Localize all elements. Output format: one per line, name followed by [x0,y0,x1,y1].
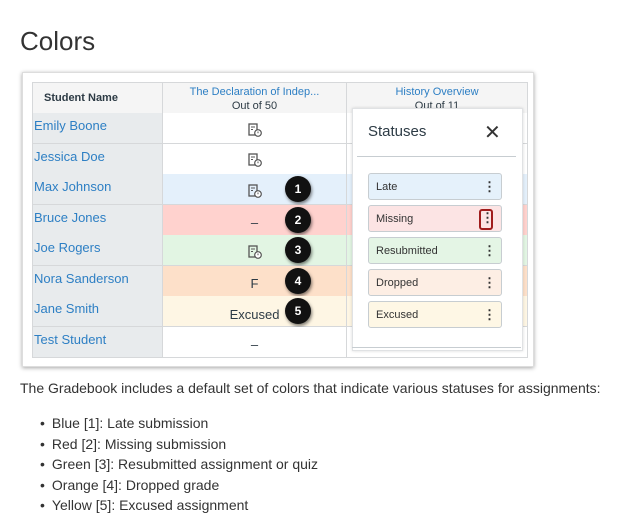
grade-cell-none[interactable] [162,113,347,144]
status-item-excused: Excused ⋮ [368,301,502,328]
grade-cell-dropped[interactable]: F [162,265,347,297]
submission-clock-icon [247,153,262,170]
student-name-header[interactable]: Student Name [32,82,163,114]
status-item-late: Late ⋮ [368,173,502,200]
status-label: Resubmitted [376,244,438,257]
page-title: Colors [20,26,96,56]
grade-cell-excused[interactable]: Excused [162,296,347,327]
grade-value: Excused [229,306,280,322]
assignment-title[interactable]: The Declaration of Indep... [189,86,320,98]
grade-cell-missing[interactable]: – [162,204,347,236]
student-name-link[interactable]: Jessica Doe [32,143,163,175]
status-label: Missing [376,212,414,225]
kebab-menu-icon[interactable]: ⋮ [483,307,496,322]
assignment-column-header[interactable]: The Declaration of Indep... Out of 50 [162,82,347,114]
description-text: The Gradebook includes a default set of … [20,380,601,396]
kebab-menu-icon[interactable]: ⋮ [483,179,496,194]
bullet-item: Red [2]: Missing submission [40,436,226,452]
callout-badge: 5 [285,298,311,324]
close-icon[interactable]: ✕ [484,122,501,144]
panel-divider [357,156,516,157]
bullet-item: Green [3]: Resubmitted assignment or qui… [40,456,318,472]
student-name-link[interactable]: Nora Sanderson [32,265,163,297]
submission-clock-icon [247,244,262,262]
kebab-menu-icon[interactable]: ⋮ [483,275,496,290]
statuses-title: Statuses [368,123,427,140]
assignment-title[interactable]: History Overview [395,86,479,98]
callout-badge: 1 [285,176,311,202]
student-name-link[interactable]: Emily Boone [32,113,163,144]
submission-clock-icon [247,183,262,201]
panel-bottom-divider [352,347,521,348]
grade-value: – [250,337,259,352]
submission-clock-icon [247,122,262,140]
grade-cell-none[interactable] [162,143,347,175]
status-item-resubmitted: Resubmitted ⋮ [368,237,502,264]
kebab-menu-icon[interactable]: ⋮ [483,243,496,258]
callout-badge: 2 [285,206,311,233]
callout-badge: 3 [285,237,311,263]
status-item-dropped: Dropped ⋮ [368,269,502,296]
grade-cell-resubmitted[interactable] [162,235,347,266]
grade-value: – [250,215,259,230]
student-name-link[interactable]: Max Johnson [32,174,163,205]
student-name-link[interactable]: Jane Smith [32,296,163,327]
bullet-item: Blue [1]: Late submission [40,415,208,431]
status-label: Late [376,180,398,193]
grade-cell-none[interactable]: – [162,326,347,358]
grade-cell-late[interactable] [162,174,347,205]
status-label: Dropped [376,276,419,289]
grade-value: F [250,276,259,291]
bullet-item: Orange [4]: Dropped grade [40,477,219,493]
status-label: Excused [376,308,419,321]
kebab-menu-icon[interactable]: ⋮ [479,209,494,230]
student-name-link[interactable]: Test Student [32,326,163,358]
bullet-item: Yellow [5]: Excused assignment [40,497,248,513]
student-name-link[interactable]: Joe Rogers [32,235,163,266]
callout-badge: 4 [285,267,311,294]
assignment-points: Out of 50 [231,100,278,112]
status-item-missing: Missing ⋮ [368,205,502,232]
student-name-link[interactable]: Bruce Jones [32,204,163,236]
